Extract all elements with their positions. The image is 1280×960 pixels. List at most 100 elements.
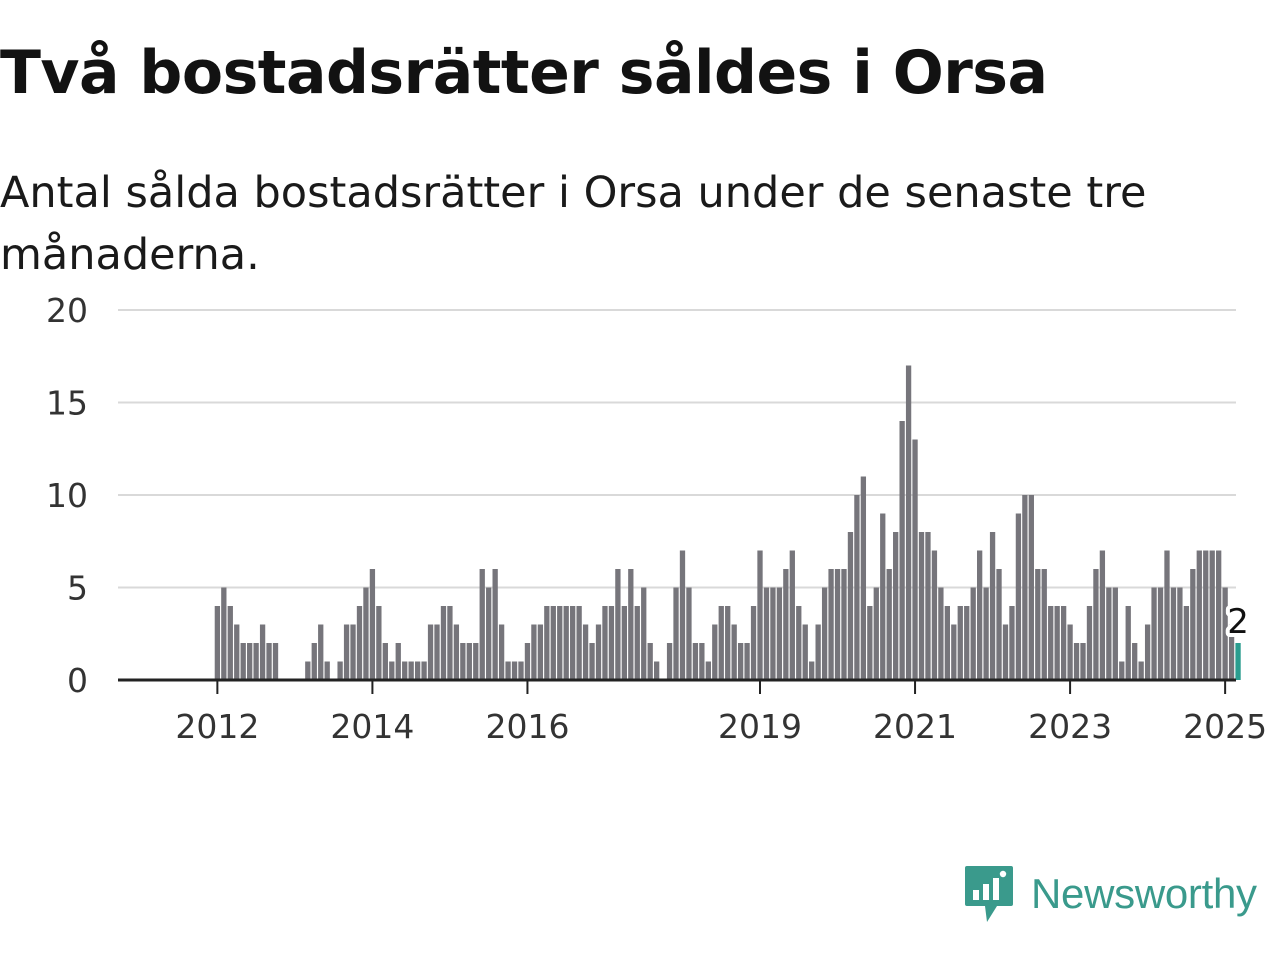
- bar: [576, 606, 582, 680]
- bar: [324, 661, 330, 680]
- bar: [440, 606, 447, 680]
- bar: [641, 587, 647, 680]
- bar: [227, 606, 233, 680]
- bar: [453, 624, 460, 680]
- bar: [925, 532, 931, 680]
- bar: [318, 624, 324, 680]
- bar: [886, 569, 892, 680]
- bar: [725, 606, 731, 680]
- y-tick-label: 10: [46, 476, 88, 515]
- bar: [1054, 606, 1060, 680]
- bar: [382, 643, 388, 680]
- bar: [247, 643, 253, 680]
- bar: [557, 606, 563, 680]
- bar: [1190, 569, 1196, 680]
- bar: [1112, 587, 1118, 680]
- bar: [1099, 550, 1106, 680]
- bar: [731, 624, 737, 680]
- last-value-label: 2: [1227, 602, 1249, 642]
- bar: [356, 606, 363, 680]
- bar: [750, 606, 757, 680]
- bar: [615, 569, 621, 680]
- bar: [679, 550, 686, 680]
- bar: [951, 624, 957, 680]
- x-tick-label: 2023: [1028, 707, 1112, 746]
- bar: [427, 624, 434, 680]
- bar: [880, 513, 886, 680]
- bar: [369, 569, 376, 680]
- bar: [1041, 569, 1047, 680]
- bar: [763, 587, 770, 680]
- bar: [434, 624, 440, 680]
- bar: [847, 532, 854, 680]
- bar: [770, 587, 776, 680]
- bar: [1183, 606, 1190, 680]
- bar: [692, 643, 699, 680]
- bar: [537, 624, 544, 680]
- bar: [634, 606, 640, 680]
- bar: [414, 661, 421, 680]
- bar: [841, 569, 847, 680]
- y-tick-label: 5: [67, 569, 88, 608]
- bar: [821, 587, 828, 680]
- bar: [376, 606, 382, 680]
- bar-chart: 0 5 10 15 20 2012 2014 2016 2019 2021 2023 2025 2: [46, 291, 1267, 746]
- bar: [511, 661, 518, 680]
- bar: [918, 532, 925, 680]
- bar: [1144, 624, 1151, 680]
- bar: [737, 643, 744, 680]
- bar: [970, 587, 976, 680]
- bar: [673, 587, 679, 680]
- bar: [240, 643, 246, 680]
- bar: [363, 587, 369, 680]
- bars: [214, 365, 1241, 680]
- y-tick-label: 15: [46, 384, 88, 423]
- bar: [221, 587, 227, 680]
- bar: [343, 624, 350, 680]
- bar: [802, 624, 808, 680]
- bar: [1125, 606, 1131, 680]
- y-tick-label: 20: [46, 291, 88, 330]
- bar: [421, 661, 427, 680]
- bar: [214, 606, 221, 680]
- bar: [582, 624, 589, 680]
- bar: [718, 606, 724, 680]
- bar: [1209, 550, 1215, 680]
- x-tick-label: 2019: [718, 707, 802, 746]
- bar: [505, 661, 511, 680]
- bar: [447, 606, 453, 680]
- bar: [1015, 513, 1022, 680]
- x-tick-label: 2016: [485, 707, 569, 746]
- bar: [518, 661, 524, 680]
- bar: [1170, 587, 1177, 680]
- chart-subtitle: Antal sålda bostadsrätter i Orsa under d…: [0, 168, 1147, 280]
- x-tick-label: 2012: [175, 707, 259, 746]
- bar: [964, 606, 970, 680]
- bar: [1106, 587, 1112, 680]
- bar: [466, 643, 472, 680]
- gridlines: [118, 309, 1236, 589]
- bar: [570, 606, 576, 680]
- bar: [486, 587, 492, 680]
- x-axis-ticks: 2012 2014 2016 2019 2021 2023 2025: [175, 680, 1267, 746]
- bar: [983, 587, 989, 680]
- bar: [1151, 587, 1157, 680]
- bar: [408, 661, 414, 680]
- bar: [259, 624, 266, 680]
- bar: [1222, 587, 1228, 680]
- bar: [654, 661, 660, 680]
- bar: [1086, 606, 1093, 680]
- bar: [1228, 624, 1235, 680]
- bar: [550, 606, 556, 680]
- y-axis-ticks: 0 5 10 15 20: [46, 291, 88, 700]
- bar: [989, 532, 996, 680]
- bar: [854, 495, 860, 680]
- bar: [1196, 550, 1202, 680]
- bar: [1073, 643, 1080, 680]
- bar: [595, 624, 602, 680]
- bar: [776, 587, 783, 680]
- bar: [789, 550, 795, 680]
- bar: [1216, 550, 1222, 680]
- bar: [796, 606, 802, 680]
- bar: [1035, 569, 1041, 680]
